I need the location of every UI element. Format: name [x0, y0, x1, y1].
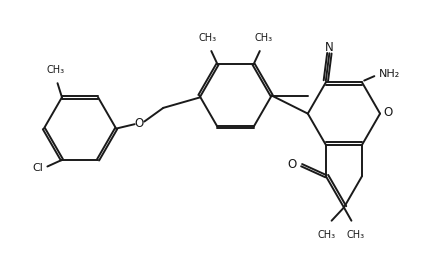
Text: NH₂: NH₂ — [379, 69, 400, 79]
Text: O: O — [383, 106, 392, 119]
Text: O: O — [287, 158, 296, 171]
Text: Cl: Cl — [32, 163, 43, 173]
Text: N: N — [325, 41, 334, 53]
Text: CH₃: CH₃ — [254, 33, 272, 43]
Text: CH₃: CH₃ — [199, 33, 217, 43]
Text: CH₃: CH₃ — [317, 230, 335, 240]
Text: CH₃: CH₃ — [46, 65, 65, 75]
Text: O: O — [134, 117, 144, 130]
Text: CH₃: CH₃ — [347, 230, 365, 240]
